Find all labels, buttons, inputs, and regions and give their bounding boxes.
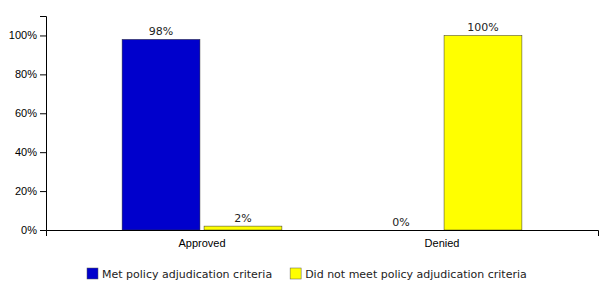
y-tick-mark bbox=[40, 74, 46, 75]
legend-label: Met policy adjudication criteria bbox=[102, 268, 272, 281]
y-tick-mark bbox=[40, 230, 46, 231]
plot: 98% 0% 2% 100% 0% 20% 40% 60% 80% 100% Approved Den… bbox=[9, 17, 599, 249]
bar bbox=[362, 230, 440, 231]
data-labels: 98% 0% 2% 100% bbox=[149, 21, 499, 229]
y-tick-mark bbox=[40, 191, 46, 192]
bar bbox=[122, 39, 200, 230]
x-tick: Approved bbox=[178, 237, 225, 249]
legend-swatch bbox=[87, 268, 98, 279]
y-tick-label: 80% bbox=[15, 68, 37, 80]
data-label: 2% bbox=[234, 212, 251, 225]
y-tick-label: 40% bbox=[15, 146, 37, 158]
y-tick-label: 0% bbox=[21, 224, 37, 236]
x-axis: Approved Denied bbox=[47, 231, 599, 249]
bar bbox=[444, 35, 522, 230]
y-tick-mark bbox=[40, 113, 46, 114]
y-tick-mark bbox=[40, 35, 46, 36]
legend-label: Did not meet policy adjudication criteri… bbox=[305, 268, 527, 281]
y-tick: 0% bbox=[21, 224, 46, 236]
y-tick: 80% bbox=[15, 68, 46, 80]
y-tick: 40% bbox=[15, 146, 46, 158]
data-label: 0% bbox=[392, 216, 409, 229]
y-tick: 20% bbox=[15, 185, 46, 197]
legend-item: Did not meet policy adjudication criteri… bbox=[290, 268, 527, 281]
data-label: 98% bbox=[149, 25, 173, 38]
y-tick: 100% bbox=[9, 29, 46, 41]
legend: Met policy adjudication criteria Did not … bbox=[87, 268, 527, 281]
legend-item: Met policy adjudication criteria bbox=[87, 268, 272, 281]
y-tick-label: 100% bbox=[9, 29, 37, 41]
legend-swatch bbox=[290, 268, 301, 279]
chart: 98% 0% 2% 100% 0% 20% 40% 60% 80% 100% Approved Den… bbox=[0, 0, 614, 292]
y-tick-label: 20% bbox=[15, 185, 37, 197]
y-tick-mark bbox=[40, 152, 46, 153]
x-tick: Denied bbox=[425, 237, 460, 249]
bar bbox=[204, 226, 282, 230]
y-axis: 0% 20% 40% 60% 80% 100% bbox=[9, 17, 47, 237]
y-axis-line bbox=[40, 17, 47, 231]
x-tick-label: Approved bbox=[178, 237, 225, 249]
x-axis-line bbox=[47, 231, 599, 237]
x-tick-label: Denied bbox=[425, 237, 460, 249]
bars bbox=[122, 35, 522, 230]
y-tick: 60% bbox=[15, 107, 46, 119]
y-tick-label: 60% bbox=[15, 107, 37, 119]
data-label: 100% bbox=[467, 21, 498, 34]
